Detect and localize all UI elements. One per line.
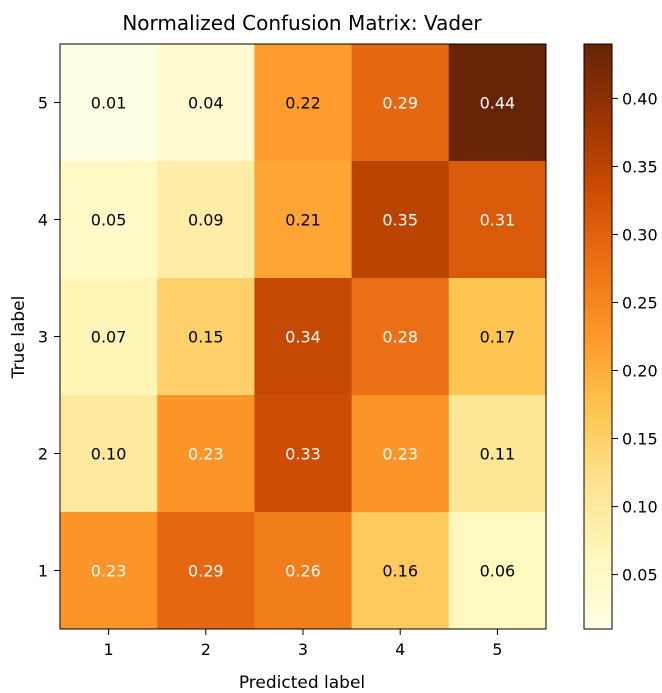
y-tick-label: 1 xyxy=(38,562,48,581)
cell-value-label: 0.17 xyxy=(480,328,516,347)
cell-value-label: 0.34 xyxy=(285,328,321,347)
heatmap-cell xyxy=(60,512,158,630)
cell-value-label: 0.35 xyxy=(382,211,418,230)
x-tick-label: 3 xyxy=(298,640,308,659)
heatmap-cell xyxy=(351,395,450,513)
cell-value-label: 0.04 xyxy=(188,94,224,113)
heatmap-cell xyxy=(60,161,158,279)
y-tick-label: 5 xyxy=(38,94,48,113)
heatmap-value-labels: 0.01 0.04 0.22 0.29 0.44 0.05 0.09 0.21 0.35 0.31… xyxy=(91,94,515,581)
cell-value-label: 0.31 xyxy=(480,211,516,230)
chart-title: Normalized Confusion Matrix: Vader xyxy=(122,11,482,35)
heatmap-cell xyxy=(60,278,158,396)
cell-value-label: 0.05 xyxy=(91,211,127,230)
cell-value-label: 0.09 xyxy=(188,211,224,230)
y-axis-label: True label xyxy=(9,296,29,380)
cell-value-label: 0.07 xyxy=(91,328,127,347)
colorbar-tick-label: 0.05 xyxy=(622,566,658,585)
heatmap-cell xyxy=(351,44,450,162)
colorbar-tick-label: 0.40 xyxy=(622,89,658,108)
heatmap-cell xyxy=(157,278,255,396)
heatmap-cell xyxy=(157,512,255,630)
heatmap-cell xyxy=(351,512,450,630)
heatmap-cell xyxy=(254,278,353,396)
x-tick-label: 4 xyxy=(395,640,405,659)
cell-value-label: 0.28 xyxy=(382,328,418,347)
y-axis-ticks: 5 4 3 2 1 xyxy=(38,94,60,581)
heatmap-cell xyxy=(157,161,255,279)
heatmap-cell xyxy=(254,44,353,162)
heatmap-cell xyxy=(254,395,353,513)
cell-value-label: 0.21 xyxy=(285,211,321,230)
cell-value-label: 0.23 xyxy=(382,445,418,464)
heatmap-cell xyxy=(351,161,450,279)
x-tick-label: 2 xyxy=(201,640,211,659)
heatmap-cell xyxy=(448,44,547,162)
cell-value-label: 0.06 xyxy=(480,562,516,581)
y-tick-label: 3 xyxy=(38,328,48,347)
cell-value-label: 0.29 xyxy=(382,94,418,113)
cell-value-label: 0.11 xyxy=(480,445,516,464)
cell-value-label: 0.23 xyxy=(91,562,127,581)
heatmap-cell xyxy=(60,395,158,513)
heatmap-cell xyxy=(157,395,255,513)
y-tick-label: 4 xyxy=(38,211,48,230)
y-tick-label: 2 xyxy=(38,445,48,464)
cell-value-label: 0.10 xyxy=(91,445,127,464)
cell-value-label: 0.22 xyxy=(285,94,321,113)
cell-value-label: 0.33 xyxy=(285,445,321,464)
colorbar-tick-label: 0.30 xyxy=(622,225,658,244)
x-axis-ticks: 1 2 3 4 5 xyxy=(104,629,502,659)
colorbar-tick-label: 0.20 xyxy=(622,362,658,381)
heatmap-cell xyxy=(448,395,547,513)
heatmap-cell xyxy=(448,161,547,279)
heatmap-cell xyxy=(60,44,158,162)
x-tick-label: 1 xyxy=(104,640,114,659)
colorbar-tick-label: 0.35 xyxy=(622,157,658,176)
cell-value-label: 0.44 xyxy=(480,94,516,113)
colorbar-ticks: 0.05 0.10 0.15 0.20 0.25 0.30 0.35 0.40 xyxy=(612,89,658,585)
x-axis-label: Predicted label xyxy=(239,673,365,693)
heatmap-cell xyxy=(351,278,450,396)
colorbar xyxy=(583,43,613,630)
cell-value-label: 0.26 xyxy=(285,562,321,581)
colorbar-tick-label: 0.10 xyxy=(622,498,658,517)
cell-value-label: 0.29 xyxy=(188,562,224,581)
heatmap-cell xyxy=(254,512,353,630)
heatmap-cells xyxy=(60,44,547,630)
heatmap-cell xyxy=(448,512,547,630)
cell-value-label: 0.23 xyxy=(188,445,224,464)
cell-value-label: 0.15 xyxy=(188,328,224,347)
colorbar-tick-label: 0.15 xyxy=(622,430,658,449)
heatmap-cell xyxy=(254,161,353,279)
cell-value-label: 0.01 xyxy=(91,94,127,113)
heatmap-cell xyxy=(448,278,547,396)
cell-value-label: 0.16 xyxy=(382,562,418,581)
x-tick-label: 5 xyxy=(492,640,502,659)
colorbar-tick-label: 0.25 xyxy=(622,293,658,312)
heatmap-cell xyxy=(157,44,255,162)
